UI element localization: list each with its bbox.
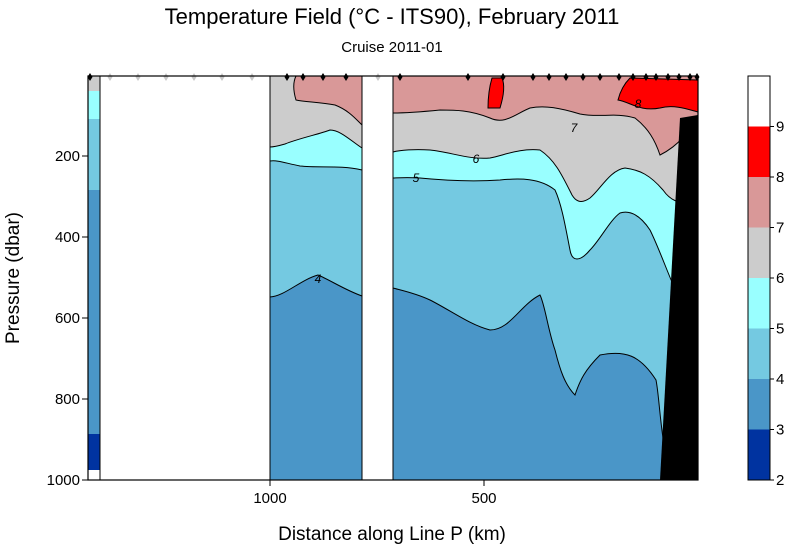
station-marker (563, 73, 569, 81)
station-marker (676, 73, 682, 81)
colorbar-segment (748, 278, 770, 329)
y-axis: 200 400 600 800 1000 Pressure (dbar) (3, 148, 88, 489)
middle-data-block (269, 75, 363, 480)
y-tick-label: 600 (55, 310, 80, 327)
station-marker (597, 73, 603, 81)
station-marker (530, 73, 536, 81)
colorbar-tick-label: 5 (776, 321, 784, 338)
colorbar-tick-label: 7 (776, 220, 784, 237)
station-marker (284, 73, 290, 81)
plot-area: 4 5 6 7 8 (87, 73, 700, 481)
chart-title: Temperature Field (°C - ITS90), February… (165, 4, 620, 29)
colorbar-segment (748, 177, 770, 228)
station-marker (653, 73, 659, 81)
y-axis-label: Pressure (dbar) (3, 212, 24, 344)
station-marker (465, 73, 471, 81)
station-marker (643, 73, 649, 81)
station-marker (687, 73, 693, 81)
station-marker (580, 73, 586, 81)
station-marker (300, 73, 306, 81)
station-marker-nodata (249, 73, 255, 81)
station-marker-nodata (135, 73, 141, 81)
station-marker (500, 73, 506, 81)
contour-label-4: 4 (315, 272, 322, 286)
contour-label-5: 5 (413, 171, 420, 185)
colorbar-segment (748, 76, 770, 127)
contour-label-6: 6 (473, 152, 480, 166)
y-tick-label: 200 (55, 148, 80, 165)
station-marker (320, 73, 326, 81)
colorbar-tick-label: 4 (776, 371, 784, 388)
colorbar-segment (748, 429, 770, 480)
colorbar-tick-label: 9 (776, 119, 784, 136)
station-marker (546, 73, 552, 81)
colorbar-tick-label: 6 (776, 270, 784, 287)
station-marker-nodata (163, 73, 169, 81)
x-axis-label: Distance along Line P (km) (278, 524, 506, 545)
station-marker (616, 73, 622, 81)
colorbar-segment (748, 379, 770, 430)
y-tick-label: 1000 (47, 472, 80, 489)
colorbar-tick-label: 3 (776, 422, 784, 439)
y-tick-label: 400 (55, 229, 80, 246)
station-marker (397, 73, 403, 81)
station-marker (665, 73, 671, 81)
contour-label-8: 8 (635, 97, 642, 111)
colorbar-segment (748, 227, 770, 278)
station-marker-nodata (219, 73, 225, 81)
station-marker-nodata (375, 73, 381, 81)
station-marker-nodata (191, 73, 197, 81)
station-markers (87, 73, 700, 81)
contour-label-7: 7 (571, 121, 579, 135)
colorbar-tick-label: 2 (776, 472, 784, 489)
colorbar-segment (748, 328, 770, 379)
station-marker (630, 73, 636, 81)
station-marker-nodata (107, 73, 113, 81)
bottom-topography (660, 115, 698, 480)
colorbar: 2 3 4 5 6 7 8 9 (747, 75, 784, 489)
colorbar-tick-label: 8 (776, 169, 784, 186)
left-data-strip (88, 76, 101, 480)
station-marker (87, 73, 93, 81)
station-marker (343, 73, 349, 81)
y-tick-label: 800 (55, 391, 80, 408)
plot-frame (87, 75, 699, 481)
x-tick-label: 500 (471, 490, 496, 507)
x-tick-label: 1000 (253, 490, 286, 507)
colorbar-segment (748, 126, 770, 177)
x-axis: 1000 500 Distance along Line P (km) (253, 480, 506, 545)
right-data-block (392, 75, 699, 481)
chart-subtitle: Cruise 2011-01 (341, 39, 442, 56)
